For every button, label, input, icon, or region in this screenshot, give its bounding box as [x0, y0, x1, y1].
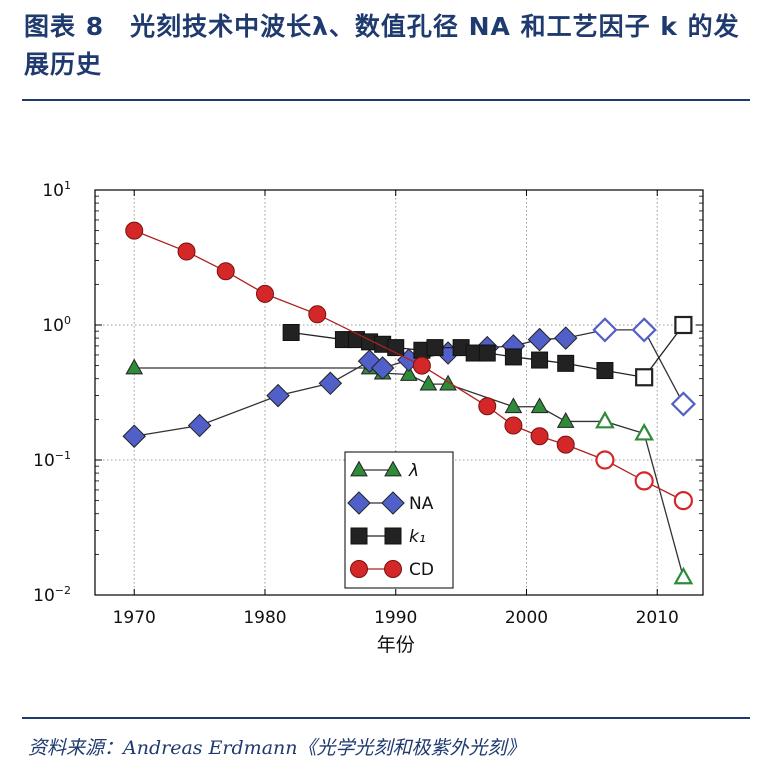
x-tick-label: 1970: [113, 608, 156, 628]
legend: λ NA k₁ CD: [344, 451, 454, 589]
data-point-cd: [504, 416, 523, 435]
series-cd: [125, 221, 693, 511]
data-point-cd: [478, 397, 497, 416]
data-point-k1: [478, 344, 496, 362]
data-point-na: [370, 356, 395, 380]
data-point-lambda: [595, 410, 615, 429]
data-point-k1: [596, 362, 614, 380]
data-point-na: [122, 424, 146, 448]
data-point-k1: [387, 339, 405, 357]
data-point-k1: [557, 354, 575, 372]
data-point-lambda: [439, 374, 457, 391]
x-axis-label: 年份: [377, 634, 415, 656]
data-point-lambda: [634, 422, 655, 441]
data-point-cd: [255, 284, 274, 303]
legend-marker: [384, 527, 402, 545]
data-point-cd: [308, 305, 327, 324]
data-point-cd: [673, 491, 693, 511]
data-point-na: [527, 327, 552, 352]
data-point-lambda: [556, 412, 575, 428]
series-na: [122, 317, 696, 448]
data-point-cd: [530, 427, 549, 446]
data-point-cd: [177, 242, 196, 261]
legend-item-lambda: λ: [350, 460, 419, 481]
x-tick-label: 1980: [243, 608, 286, 628]
data-point-lambda: [125, 358, 144, 375]
legend-label-lambda: λ: [408, 461, 419, 481]
y-tick-label: 10−1: [33, 449, 71, 471]
data-point-na: [187, 413, 212, 438]
legend-marker: [384, 560, 402, 578]
data-point-cd: [595, 450, 615, 470]
data-point-k1: [426, 339, 444, 357]
figure-title: 图表 8 光刻技术中波长λ、数值孔径 NA 和工艺因子 k 的发展历史: [24, 12, 740, 79]
legend-label-k1: k₁: [409, 527, 426, 547]
data-point-k1: [635, 368, 654, 387]
data-point-na: [318, 371, 343, 396]
legend-marker: [350, 460, 368, 477]
x-tick-label: 2010: [636, 608, 679, 628]
data-point-cd: [412, 356, 431, 375]
data-point-na: [357, 349, 382, 373]
data-point-lambda: [419, 374, 438, 391]
legend-marker: [350, 560, 368, 578]
legend-item-cd: CD: [350, 560, 434, 580]
data-point-na: [631, 317, 657, 343]
data-point-k1: [282, 323, 300, 341]
bottom-divider: [22, 717, 750, 719]
data-point-na: [670, 391, 696, 417]
y-tick-label: 101: [42, 179, 71, 201]
data-point-na: [266, 383, 290, 408]
data-point-lambda: [673, 566, 694, 585]
data-point-lambda: [399, 365, 418, 381]
y-tick-label: 10−2: [33, 584, 71, 606]
legend-marker: [381, 491, 405, 515]
plot-frame: [94, 189, 704, 596]
legend-marker: [347, 491, 371, 515]
data-point-k1: [674, 315, 693, 335]
chart-area: 1970 1980 1990 2000 2010 101 100 10−1 10−2 年份 λ NA k…: [33, 179, 704, 656]
legend-marker: [384, 460, 402, 477]
data-point-na: [553, 326, 578, 350]
data-point-cd: [125, 221, 144, 240]
legend-item-na: NA: [347, 491, 434, 515]
source-note: 资料来源：Andreas Erdmann《光学光刻和极紫外光刻》: [28, 737, 526, 759]
data-point-lambda: [504, 397, 523, 414]
x-tick-label: 2000: [505, 608, 548, 628]
data-point-na: [592, 317, 618, 343]
legend-label-na: NA: [409, 494, 434, 514]
data-point-cd: [634, 471, 654, 491]
data-point-k1: [504, 348, 522, 366]
data-point-k1: [531, 351, 549, 369]
data-point-cd: [216, 262, 235, 281]
x-tick-label: 1990: [374, 608, 417, 628]
data-point-cd: [556, 435, 575, 454]
legend-label-cd: CD: [409, 560, 434, 580]
y-tick-label: 100: [42, 314, 71, 336]
data-point-lambda: [530, 397, 549, 414]
top-divider: [22, 99, 750, 101]
legend-item-k1: k₁: [350, 527, 426, 547]
legend-marker: [350, 527, 368, 545]
